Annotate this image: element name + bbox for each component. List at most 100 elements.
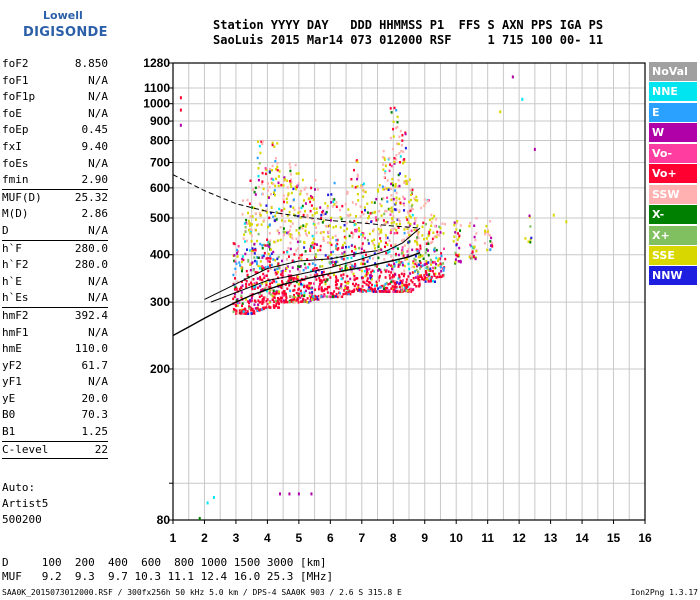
- header-line-1: Station YYYY DAY DDD HHMMSS P1 FFS S AXN…: [213, 18, 604, 32]
- echo-point: [314, 188, 316, 191]
- echo-point: [272, 305, 275, 309]
- echo-point: [240, 280, 243, 283]
- echo-point: [361, 288, 364, 292]
- echo-point: [241, 284, 244, 287]
- echo-point: [424, 280, 427, 283]
- echo-point: [288, 163, 291, 166]
- echo-point: [360, 269, 363, 273]
- param-separator: [2, 306, 108, 308]
- echo-point: [238, 261, 241, 264]
- echo-point: [457, 260, 460, 263]
- param-row: hmF2 392.4: [2, 308, 108, 325]
- echo-point: [367, 284, 370, 287]
- echo-point: [330, 251, 333, 254]
- echo-point: [402, 283, 405, 286]
- echo-point: [253, 190, 256, 194]
- echo-point: [390, 230, 392, 234]
- echo-point: [489, 220, 492, 223]
- echo-point: [356, 286, 359, 289]
- echo-point: [263, 274, 266, 278]
- echo-point: [260, 223, 263, 226]
- echo-point: [346, 267, 349, 270]
- echo-point: [439, 231, 442, 234]
- echo-point: [427, 254, 430, 257]
- echo-point: [330, 292, 333, 295]
- echo-point: [362, 262, 365, 266]
- echo-point: [418, 284, 421, 288]
- echo-point: [398, 222, 401, 226]
- echo-point: [380, 204, 383, 208]
- echo-point: [371, 211, 374, 215]
- echo-point: [528, 214, 531, 217]
- echo-point: [423, 278, 425, 281]
- echo-point: [311, 234, 314, 238]
- echo-point: [321, 265, 324, 268]
- echo-point: [341, 257, 344, 260]
- echo-point: [347, 289, 350, 292]
- echo-point: [435, 218, 438, 221]
- echo-point: [328, 295, 331, 298]
- echo-point: [412, 261, 415, 265]
- echo-point: [425, 248, 428, 251]
- echo-point: [331, 236, 334, 239]
- echo-point: [259, 242, 262, 246]
- echo-point: [340, 283, 343, 286]
- echo-point: [380, 214, 383, 217]
- echo-point: [416, 199, 419, 202]
- echo-point: [270, 206, 273, 209]
- echo-point: [248, 301, 250, 305]
- echo-point: [278, 207, 281, 211]
- echo-point: [313, 288, 316, 292]
- echo-point: [407, 231, 410, 234]
- echo-point: [317, 249, 319, 252]
- echo-point: [308, 284, 311, 288]
- echo-point: [408, 240, 411, 243]
- echo-point: [299, 265, 302, 268]
- echo-point: [346, 292, 349, 296]
- echo-point: [302, 297, 305, 301]
- echo-point: [331, 205, 334, 208]
- echo-point: [358, 235, 360, 239]
- echo-point: [360, 233, 363, 236]
- echo-point: [396, 115, 399, 119]
- echo-point: [369, 273, 372, 277]
- echo-point: [401, 284, 404, 287]
- echo-point: [247, 300, 250, 303]
- echo-point: [409, 233, 412, 237]
- echo-point: [419, 253, 422, 257]
- echo-point: [454, 260, 457, 264]
- echo-point: [455, 222, 458, 225]
- echo-point: [271, 141, 274, 145]
- echo-point: [326, 286, 329, 289]
- echo-point: [350, 270, 353, 274]
- echo-point: [405, 289, 408, 292]
- echo-point: [408, 267, 411, 271]
- echo-point: [236, 248, 238, 252]
- echo-point: [399, 290, 401, 293]
- echo-point: [366, 289, 369, 293]
- echo-point: [366, 260, 369, 263]
- echo-point: [357, 284, 360, 287]
- echo-point: [379, 230, 382, 234]
- echo-point: [268, 305, 271, 308]
- echo-point: [298, 256, 301, 260]
- echo-point: [299, 210, 302, 213]
- param-row: yF1 N/A: [2, 374, 108, 391]
- legend-item-w: W: [649, 123, 697, 143]
- echo-point: [373, 201, 376, 204]
- echo-point: [347, 245, 350, 249]
- echo-point: [250, 283, 253, 286]
- echo-point: [374, 262, 377, 265]
- echo-point: [274, 193, 276, 197]
- echo-point: [408, 200, 411, 204]
- echo-point: [298, 206, 300, 210]
- echo-point: [395, 158, 398, 161]
- echo-point: [421, 234, 424, 237]
- echo-point: [252, 188, 255, 191]
- echo-point: [353, 284, 356, 288]
- echo-point: [269, 167, 272, 171]
- echo-point: [284, 230, 287, 234]
- param-value: N/A: [88, 106, 108, 120]
- echo-point: [313, 223, 316, 226]
- echo-point: [326, 204, 329, 208]
